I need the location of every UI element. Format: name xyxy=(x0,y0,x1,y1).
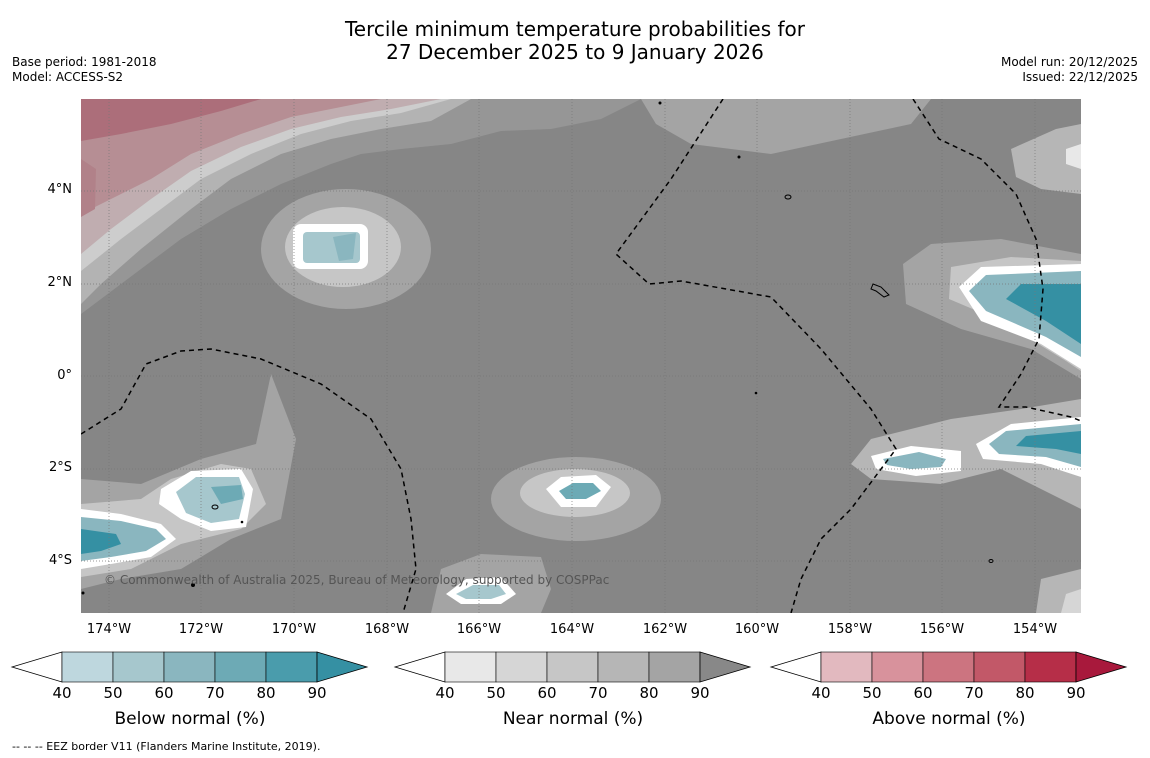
eez-legend-note: -- -- -- EEZ border V11 (Flanders Marine… xyxy=(12,740,321,753)
colorbar-below-cell-5 xyxy=(265,651,318,683)
below-normal-region-bottom xyxy=(431,554,551,613)
colorbar-above-cell-5 xyxy=(1024,651,1077,683)
colorbar-below-normal xyxy=(10,651,369,683)
colorbar-near-normal xyxy=(393,651,752,683)
lon-label-174w: 174°W xyxy=(86,622,132,637)
above-label-60: 60 xyxy=(913,684,933,702)
below-normal-region-south-central xyxy=(491,457,661,541)
near-label-50: 50 xyxy=(486,684,506,702)
model-run: Model run: 20/12/2025 xyxy=(1000,55,1138,69)
near-normal-region-northeast xyxy=(81,99,1081,613)
colorbar-below-high-arrow xyxy=(316,651,369,683)
meta-right: Model run: 20/12/2025 Issued: 22/12/2025 xyxy=(1001,55,1138,85)
model-name: Model: ACCESS-S2 xyxy=(12,70,124,84)
colorbar-near-high-arrow xyxy=(699,651,752,683)
above-label-50: 50 xyxy=(862,684,882,702)
colorbar-near-cell-2 xyxy=(495,651,548,683)
base-period: Base period: 1981-2018 xyxy=(12,55,157,69)
lon-label-156w: 156°W xyxy=(919,622,965,637)
colorbar-above-high-arrow xyxy=(1075,651,1128,683)
below-label-70: 70 xyxy=(205,684,225,702)
copyright-notice: © Commonwealth of Australia 2025, Bureau… xyxy=(104,573,610,587)
lat-label-4s: 4°S xyxy=(48,553,72,568)
lon-label-154w: 154°W xyxy=(1012,622,1058,637)
island-markers xyxy=(81,101,994,595)
colorbar-below-cell-3 xyxy=(163,651,216,683)
near-label-90: 90 xyxy=(690,684,710,702)
above-normal-title: Above normal (%) xyxy=(872,709,1026,729)
colorbar-above-low-arrow xyxy=(769,651,822,683)
colorbar-above-cell-2 xyxy=(871,651,924,683)
below-label-60: 60 xyxy=(154,684,174,702)
colorbar-below-cell-4 xyxy=(214,651,267,683)
lat-label-0: 0° xyxy=(57,368,72,383)
colorbar-above-cell-4 xyxy=(973,651,1026,683)
colorbar-below-low-arrow xyxy=(10,651,63,683)
chart-title: Tercile minimum temperature probabilitie… xyxy=(0,18,1150,64)
above-label-90: 90 xyxy=(1066,684,1086,702)
colorbar-near-cell-1 xyxy=(444,651,497,683)
near-label-80: 80 xyxy=(639,684,659,702)
eez-borders xyxy=(81,99,1081,613)
below-normal-region-southwest xyxy=(81,374,296,589)
below-normal-region-southeast xyxy=(851,399,1081,509)
title-line-1: Tercile minimum temperature probabilitie… xyxy=(344,17,806,41)
near-label-40: 40 xyxy=(435,684,455,702)
near-normal-title: Near normal (%) xyxy=(502,709,644,729)
lon-label-168w: 168°W xyxy=(364,622,410,637)
issued-date: Issued: 22/12/2025 xyxy=(1022,70,1138,84)
lat-label-4n: 4°N xyxy=(47,182,73,197)
colorbar-below-cell-2 xyxy=(112,651,165,683)
lon-label-172w: 172°W xyxy=(178,622,224,637)
colorbar-near-cell-4 xyxy=(597,651,650,683)
near-label-70: 70 xyxy=(588,684,608,702)
lon-label-166w: 166°W xyxy=(456,622,502,637)
lat-label-2n: 2°N xyxy=(47,275,73,290)
below-label-50: 50 xyxy=(103,684,123,702)
colorbar-above-cell-3 xyxy=(922,651,975,683)
lat-label-2s: 2°S xyxy=(48,460,72,475)
above-label-70: 70 xyxy=(964,684,984,702)
lon-label-170w: 170°W xyxy=(271,622,317,637)
colorbar-above-normal xyxy=(769,651,1128,683)
below-label-90: 90 xyxy=(307,684,327,702)
colorbar-above-cell-1 xyxy=(820,651,873,683)
map-plot xyxy=(81,99,1081,613)
above-label-40: 40 xyxy=(811,684,831,702)
title-line-2: 27 December 2025 to 9 January 2026 xyxy=(386,40,764,64)
below-normal-region-north xyxy=(261,189,431,309)
below-normal-title: Below normal (%) xyxy=(114,709,266,729)
lon-label-162w: 162°W xyxy=(642,622,688,637)
below-label-40: 40 xyxy=(52,684,72,702)
meta-left: Base period: 1981-2018 Model: ACCESS-S2 xyxy=(12,55,157,85)
colorbar-near-low-arrow xyxy=(393,651,446,683)
colorbar-near-cell-5 xyxy=(648,651,701,683)
near-label-60: 60 xyxy=(537,684,557,702)
colorbar-below-cell-1 xyxy=(61,651,114,683)
lon-label-158w: 158°W xyxy=(827,622,873,637)
above-label-80: 80 xyxy=(1015,684,1035,702)
lon-label-164w: 164°W xyxy=(549,622,595,637)
colorbar-near-cell-3 xyxy=(546,651,599,683)
lon-label-160w: 160°W xyxy=(734,622,780,637)
below-label-80: 80 xyxy=(256,684,276,702)
